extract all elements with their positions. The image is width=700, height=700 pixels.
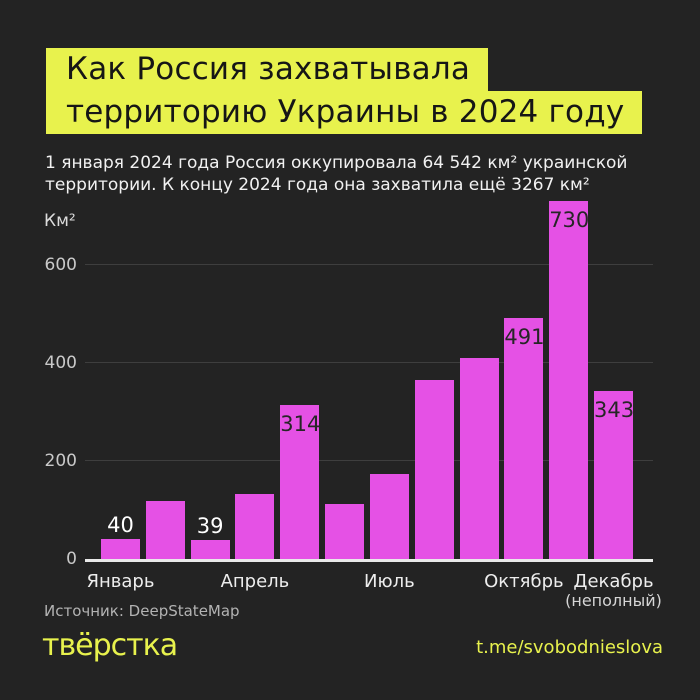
bar-Июль	[369, 474, 409, 559]
bar-Ноябрь	[549, 201, 589, 559]
bar-value-label-Октябрь: 491	[504, 325, 545, 350]
x-tick-sublabel: (неполный)	[565, 591, 662, 610]
telegram-link: t.me/svobodnieslova	[476, 637, 663, 658]
x-tick-label-Апрель: Апрель	[220, 571, 290, 592]
bar-value-label-Ноябрь: 730	[549, 208, 590, 233]
x-tick-label-Октябрь: Октябрь	[484, 571, 564, 592]
bar-Май	[280, 405, 320, 559]
bar-Март	[190, 539, 230, 559]
x-tick-label-Июль: Июль	[364, 571, 415, 592]
page-title-line-2: территорию Украины в 2024 году	[46, 91, 643, 134]
bar-Декабрь	[594, 390, 634, 559]
subtitle: 1 января 2024 года Россия оккупировала 6…	[45, 152, 665, 196]
page-title-line-1: Как Россия захватывала	[46, 48, 489, 91]
bar-Октябрь	[504, 318, 544, 559]
y-tick-label-400: 400	[44, 353, 77, 373]
gridline-200	[85, 460, 653, 461]
bar-value-label-Декабрь: 343	[594, 397, 635, 422]
x-tick-label-Декабрь: Декабрь	[573, 571, 654, 592]
gridline-400	[85, 362, 653, 363]
bar-Сентябрь	[459, 358, 499, 559]
source-note: Источник: DeepStateMap	[44, 602, 240, 620]
x-axis-line	[85, 559, 653, 562]
bar-Апрель	[235, 494, 275, 559]
y-tick-label-200: 200	[44, 451, 77, 471]
bar-Июнь	[325, 504, 365, 559]
subtitle-line-1: 1 января 2024 года Россия оккупировала 6…	[45, 153, 628, 173]
bar-value-label-Январь: 40	[107, 513, 134, 538]
bar-Август	[414, 380, 454, 559]
x-tick-label-Январь: Январь	[86, 571, 155, 592]
title-block: Как Россия захватывала территорию Украин…	[46, 48, 643, 134]
y-tick-label-0: 0	[66, 549, 77, 569]
verstka-logo: твёрстка	[42, 628, 178, 663]
plot-area: 40 39 314 491 730 343	[85, 199, 653, 562]
bar-Февраль	[145, 501, 185, 559]
bar-value-label-Март: 39	[196, 513, 224, 538]
subtitle-line-2: территории. К концу 2024 года она захват…	[45, 175, 590, 195]
y-axis-unit-label: Км²	[44, 211, 76, 231]
bar-Январь	[101, 539, 140, 559]
y-tick-label-600: 600	[44, 255, 77, 275]
gridline-600	[85, 264, 653, 265]
bar-value-label-Май: 314	[280, 412, 321, 437]
